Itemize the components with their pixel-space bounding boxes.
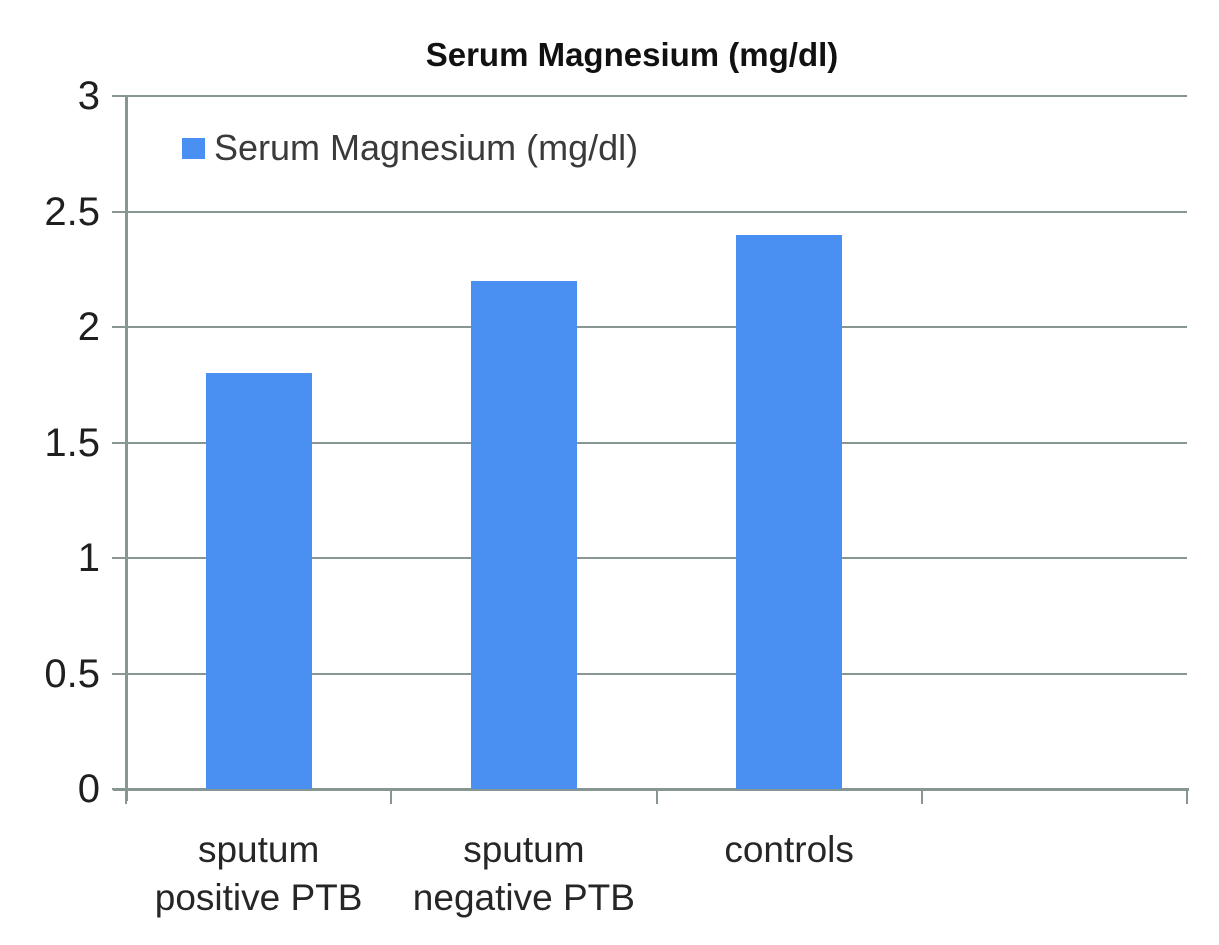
- chart-title: Serum Magnesium (mg/dl): [425, 36, 839, 73]
- x-axis-tick: [1186, 791, 1188, 804]
- legend-label: Serum Magnesium (mg/dl): [214, 127, 639, 168]
- legend: Serum Magnesium (mg/dl): [182, 129, 638, 167]
- x-axis-tick: [655, 791, 658, 804]
- y-axis-tick: [112, 557, 126, 559]
- x-category-label: sputum negative PTB: [412, 829, 635, 918]
- bar-2: [470, 280, 577, 789]
- y-axis-tick: [112, 441, 126, 444]
- x-axis-tick: [125, 791, 127, 804]
- gridline: [126, 441, 1187, 444]
- y-axis-tick: [112, 95, 126, 97]
- square-swatch-icon: [182, 137, 205, 159]
- x-axis-tick: [920, 791, 923, 804]
- y-axis-tick: [112, 672, 126, 675]
- y-tick-label: 2.5: [44, 189, 100, 234]
- y-tick-label: 2: [77, 305, 100, 349]
- y-axis-tick: [112, 210, 126, 213]
- gridline: [126, 95, 1187, 97]
- gridline: [126, 326, 1187, 328]
- y-tick-label: 1.5: [44, 420, 100, 465]
- x-axis-tick: [390, 791, 393, 804]
- y-axis-tick: [112, 326, 126, 328]
- y-tick-label: 1: [77, 536, 100, 580]
- x-axis-line: [113, 788, 1189, 791]
- y-tick-label: 3: [77, 74, 100, 118]
- x-category-label: sputum positive PTB: [154, 829, 363, 918]
- y-axis-line: [125, 96, 128, 801]
- y-tick-label: 0.5: [44, 651, 100, 696]
- gridline: [126, 210, 1187, 213]
- bar-1: [205, 373, 312, 789]
- y-axis-tick: [112, 788, 126, 790]
- bar-3: [736, 234, 843, 789]
- gridline: [126, 557, 1187, 559]
- x-category-label: controls: [724, 829, 854, 870]
- y-tick-label: 0: [77, 767, 100, 811]
- gridline: [126, 672, 1187, 675]
